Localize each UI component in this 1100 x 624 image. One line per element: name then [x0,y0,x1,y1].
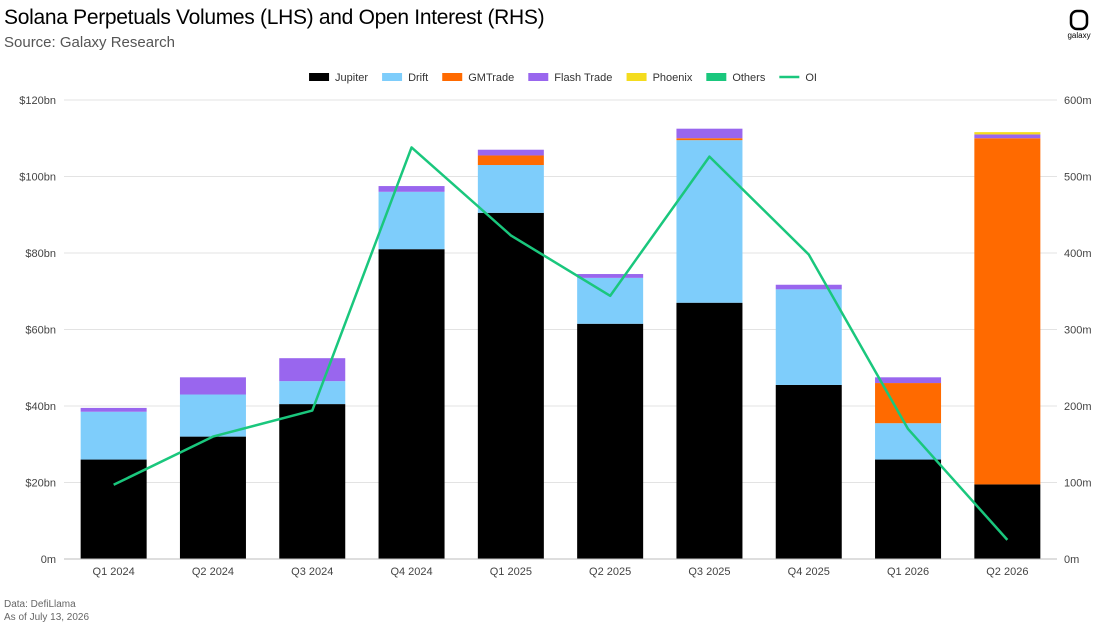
x-axis-tick-label: Q1 2025 [490,566,532,578]
bar-flash-trade [279,358,346,382]
bar-flash-trade [378,186,445,192]
x-axis-tick-label: Q2 2026 [986,566,1028,578]
chart-title: Solana Perpetuals Volumes (LHS) and Open… [4,6,545,29]
left-axis-tick-label: 0m [41,554,56,566]
footer-data-source: Data: DefiLlama [4,599,76,610]
bar-flash-trade [676,128,743,139]
bars [80,128,1041,560]
oi-line-path [113,146,1009,541]
bar-drift [477,165,544,213]
chart-subtitle: Source: Galaxy Research [4,34,175,51]
legend-label: Others [732,72,766,84]
x-axis-tick-label: Q3 2025 [688,566,730,578]
left-axis-tick-label: $40bn [25,401,56,413]
x-axis-tick-label: Q4 2025 [788,566,830,578]
legend-item-jupiter: Jupiter [309,72,368,84]
bar-drift [577,277,644,324]
bar-drift [676,140,743,303]
bar-jupiter [676,302,743,559]
bar-drift [279,381,346,405]
legend-item-flash-trade: Flash Trade [528,72,612,84]
legend-item-drift: Drift [382,72,428,84]
bar-phoenix [974,132,1041,135]
left-axis-tick-label: $20bn [25,478,56,490]
oi-line [113,146,1009,541]
legend-label: GMTrade [468,72,514,84]
bar-flash-trade [875,377,942,384]
left-axis-tick-label: $120bn [19,95,56,107]
bar-flash-trade [577,274,644,278]
x-axis-tick-label: Q2 2025 [589,566,631,578]
right-axis-tick-label: 400m [1064,248,1092,260]
bar-flash-trade [775,284,842,290]
x-axis-tick-label: Q1 2026 [887,566,929,578]
footer: Data: DefiLlama As of July 13, 2026 [4,598,89,624]
right-axis-tick-label: 100m [1064,478,1092,490]
legend-label: Phoenix [653,72,693,84]
bar-jupiter [875,459,942,559]
x-axis-tick-label: Q3 2024 [291,566,333,578]
legend-label: Drift [408,72,428,84]
bar-drift [80,411,147,460]
legend-label: Jupiter [335,72,368,84]
bar-gmtrade [477,155,544,166]
x-axis-tick-label: Q2 2024 [192,566,234,578]
bar-jupiter [974,484,1041,559]
bar-flash-trade [179,377,246,395]
bar-drift [775,289,842,385]
legend-item-others: Others [706,72,766,84]
footer-date: As of July 13, 2026 [4,612,90,623]
legend-label: Flash Trade [554,72,612,84]
legend-swatch [309,73,330,81]
logo-label: galaxy [1067,31,1091,40]
left-axis-tick-label: $80bn [25,248,56,260]
legend-swatch [382,73,403,81]
legend-swatch [626,73,647,81]
bar-jupiter [477,212,544,559]
bar-jupiter [577,323,644,559]
x-axis-tick-label: Q1 2024 [93,566,135,578]
bar-flash-trade [80,407,147,412]
bar-jupiter [378,249,445,560]
bar-jupiter [179,436,246,559]
x-axis-tick-label: Q4 2024 [390,566,432,578]
legend-swatch [706,73,727,81]
legend-swatch [528,73,549,81]
axes: 0m $20bn $40bn $60bn $80bn $100bn $120bn 0m 100m… [19,95,1091,578]
galaxy-logo-icon [1069,9,1089,31]
bar-gmtrade [676,138,743,141]
right-axis-tick-label: 0m [1064,554,1079,566]
legend: Jupiter Drift GMTrade Flash Trade Phoenix Oth… [309,72,817,84]
right-axis-tick-label: 200m [1064,401,1092,413]
legend-item-oi: OI [779,72,817,84]
bar-flash-trade [974,134,1041,139]
left-axis-tick-label: $100bn [19,172,56,184]
legend-swatch [442,73,463,81]
right-axis-tick-label: 300m [1064,325,1092,337]
bar-jupiter [80,459,147,559]
legend-item-gmtrade: GMTrade [442,72,514,84]
right-axis-tick-label: 500m [1064,172,1092,184]
bar-drift [378,191,445,250]
bar-flash-trade [477,149,544,156]
bar-gmtrade [974,138,1041,485]
bar-jupiter [279,404,346,559]
right-axis-tick-label: 600m [1064,95,1092,107]
legend-label: OI [805,72,817,84]
left-axis-tick-label: $60bn [25,325,56,337]
bar-jupiter [775,384,842,559]
legend-item-phoenix: Phoenix [626,72,693,84]
